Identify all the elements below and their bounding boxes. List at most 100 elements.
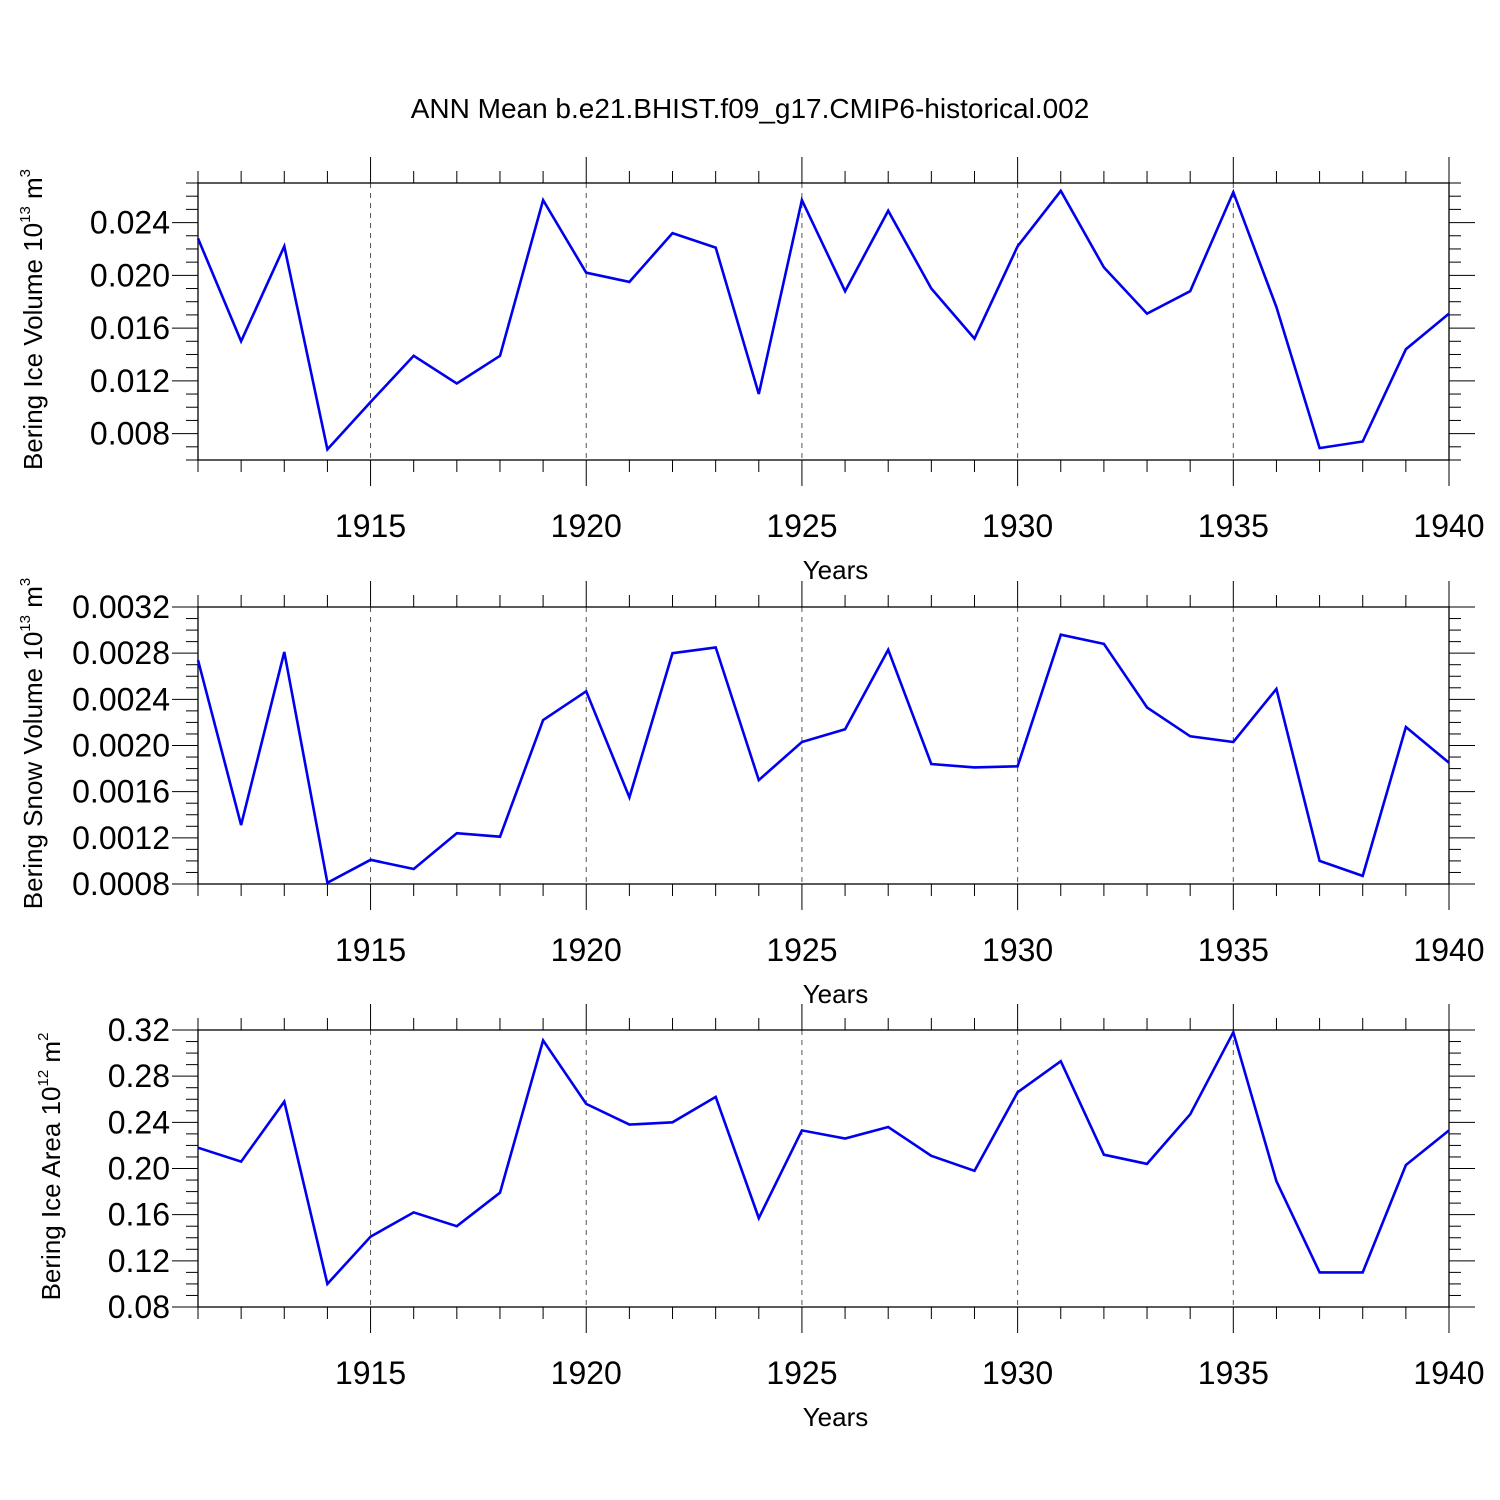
data-point — [1447, 761, 1451, 765]
data-point — [1318, 1270, 1322, 1274]
data-point — [757, 778, 761, 782]
data-point — [1231, 1030, 1235, 1034]
x-tick-label: 1920 — [551, 1355, 622, 1391]
data-point — [282, 244, 286, 248]
data-point — [1016, 1090, 1020, 1094]
y-tick-label: 0.0032 — [72, 589, 170, 625]
y-tick-label: 0.0016 — [72, 774, 170, 810]
data-point — [369, 400, 373, 404]
data-point — [1318, 859, 1322, 863]
data-point — [325, 1282, 329, 1286]
data-point — [541, 198, 545, 202]
data-point — [627, 280, 631, 284]
series-line — [196, 188, 1450, 453]
data-point — [1404, 1163, 1408, 1167]
y-axis-label-base: Bering Snow Volume 10 — [18, 632, 48, 910]
data-point — [929, 287, 933, 291]
y-axis-label-base: Bering Ice Area 10 — [36, 1087, 66, 1301]
y-axis-label-exponent: 12 — [35, 1070, 52, 1087]
y-axis-label-unit-exponent: 2 — [35, 1033, 52, 1041]
data-point — [1059, 1059, 1063, 1063]
data-point — [498, 1191, 502, 1195]
x-tick-label: 1920 — [551, 932, 622, 968]
data-point — [1016, 764, 1020, 768]
y-axis-label: Bering Snow Volume 1013 m3 — [17, 578, 48, 909]
x-tick-label: 1930 — [982, 932, 1053, 968]
data-point — [929, 1154, 933, 1158]
data-point — [455, 1224, 459, 1228]
data-point — [455, 381, 459, 385]
data-point — [239, 339, 243, 343]
data-point — [196, 1146, 200, 1150]
data-point — [843, 727, 847, 731]
y-axis-label-unit: m — [36, 1041, 66, 1070]
x-tick-label: 1940 — [1413, 932, 1484, 968]
y-axis-label-exponent: 13 — [17, 206, 34, 223]
data-point — [1274, 305, 1278, 309]
y-tick-label: 0.024 — [90, 205, 170, 241]
y-axis-label-unit-exponent: 3 — [17, 169, 34, 177]
y-tick-label: 0.0028 — [72, 635, 170, 671]
x-tick-label: 1925 — [766, 1355, 837, 1391]
data-point — [455, 831, 459, 835]
data-point — [757, 392, 761, 396]
series-line — [197, 1028, 1450, 1287]
data-point — [1016, 244, 1020, 248]
x-tick-label: 1930 — [982, 1355, 1053, 1391]
y-tick-label: 0.016 — [90, 310, 170, 346]
data-point — [1188, 734, 1192, 738]
y-axis-label-unit: m — [18, 177, 48, 206]
data-point — [412, 354, 416, 358]
data-point — [239, 823, 243, 827]
data-point — [541, 1038, 545, 1042]
data-point — [498, 835, 502, 839]
data-point — [412, 1210, 416, 1214]
data-point — [1447, 1128, 1451, 1132]
data-point — [1361, 440, 1365, 444]
x-axis-label: Years — [803, 555, 869, 585]
x-tick-label: 1915 — [335, 932, 406, 968]
data-point — [886, 648, 890, 652]
data-point — [757, 1216, 761, 1220]
panel-snow-volume: 0.0008 0.0012 0.0016 0.0020 0.0024 0.0028 0.00… — [17, 578, 1485, 1009]
figure-title: ANN Mean b.e21.BHIST.f09_g17.CMIP6-histo… — [411, 93, 1090, 124]
y-tick-label: 0.008 — [90, 416, 170, 452]
y-tick-label: 0.0020 — [72, 728, 170, 764]
data-point — [1274, 687, 1278, 691]
data-point — [800, 198, 804, 202]
data-point — [886, 1125, 890, 1129]
data-point — [1404, 725, 1408, 729]
data-point — [1361, 874, 1365, 878]
data-point — [1059, 189, 1063, 193]
y-tick-label: 0.12 — [108, 1243, 170, 1279]
data-point — [671, 231, 675, 235]
data-point — [541, 718, 545, 722]
y-tick-label: 0.012 — [90, 363, 170, 399]
data-point — [1231, 740, 1235, 744]
y-tick-label: 0.28 — [108, 1058, 170, 1094]
y-axis-label-exponent: 13 — [17, 615, 34, 632]
x-tick-label: 1915 — [335, 508, 406, 544]
data-point — [325, 881, 329, 885]
data-point — [1188, 1112, 1192, 1116]
plot-frame — [197, 182, 1450, 461]
data-point — [282, 1100, 286, 1104]
y-tick-label: 0.0012 — [72, 820, 170, 856]
y-tick-label: 0.0024 — [72, 681, 170, 717]
data-point — [196, 658, 200, 662]
data-point — [1361, 1270, 1365, 1274]
data-point — [325, 447, 329, 451]
x-tick-label: 1935 — [1198, 1355, 1269, 1391]
data-point — [972, 765, 976, 769]
x-tick-label: 1925 — [766, 508, 837, 544]
x-tick-label: 1925 — [766, 932, 837, 968]
data-point — [627, 1123, 631, 1127]
y-axis-label-unit: m — [18, 586, 48, 615]
data-point — [972, 337, 976, 341]
y-tick-label: 0.24 — [108, 1104, 170, 1140]
data-point — [843, 289, 847, 293]
series-line — [196, 633, 1450, 885]
data-point — [714, 645, 718, 649]
data-point — [671, 1120, 675, 1124]
